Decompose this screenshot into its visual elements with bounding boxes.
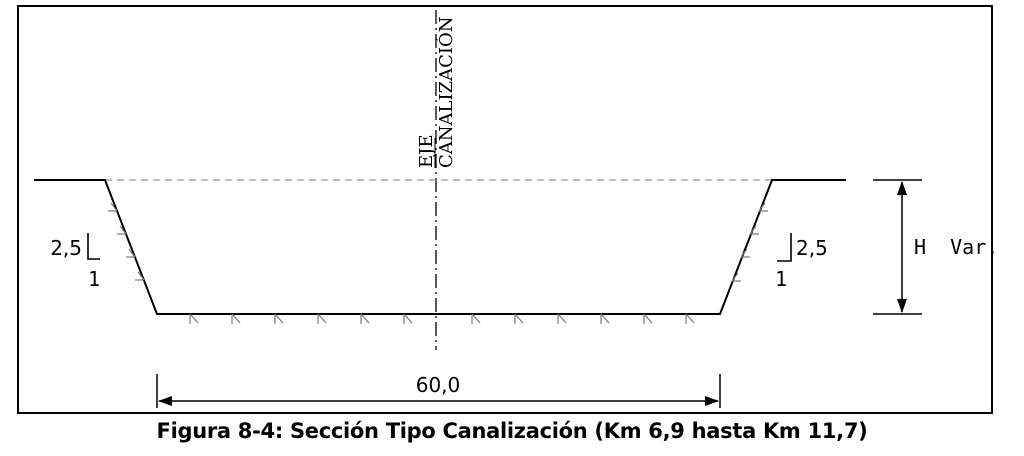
right-slope-hatch	[731, 202, 768, 282]
right-slope-indicator: 2,5 1	[775, 233, 828, 291]
axis-label: EJE CANALIZACIÓN	[416, 17, 457, 168]
height-dimension: H Var.	[873, 179, 998, 315]
width-dimension: 60,0	[156, 373, 721, 408]
height-label: H Var.	[914, 235, 998, 259]
axis-label-canalizacion: CANALIZACIÓN	[434, 17, 457, 168]
left-slope-run: 1	[88, 267, 100, 291]
axis-label-eje: EJE	[416, 135, 437, 169]
figure-caption: Figura 8-4: Sección Tipo Canalización (K…	[156, 419, 868, 443]
width-label: 60,0	[416, 373, 461, 397]
bottom-hatch	[189, 313, 695, 324]
right-slope-rise: 2,5	[796, 236, 828, 260]
left-slope-indicator: 2,5 1	[50, 233, 100, 291]
left-slope-rise: 2,5	[50, 236, 82, 260]
right-slope-run: 1	[775, 267, 787, 291]
diagram-border	[17, 5, 993, 414]
left-slope-hatch	[108, 202, 145, 281]
channel-profile	[34, 179, 846, 315]
